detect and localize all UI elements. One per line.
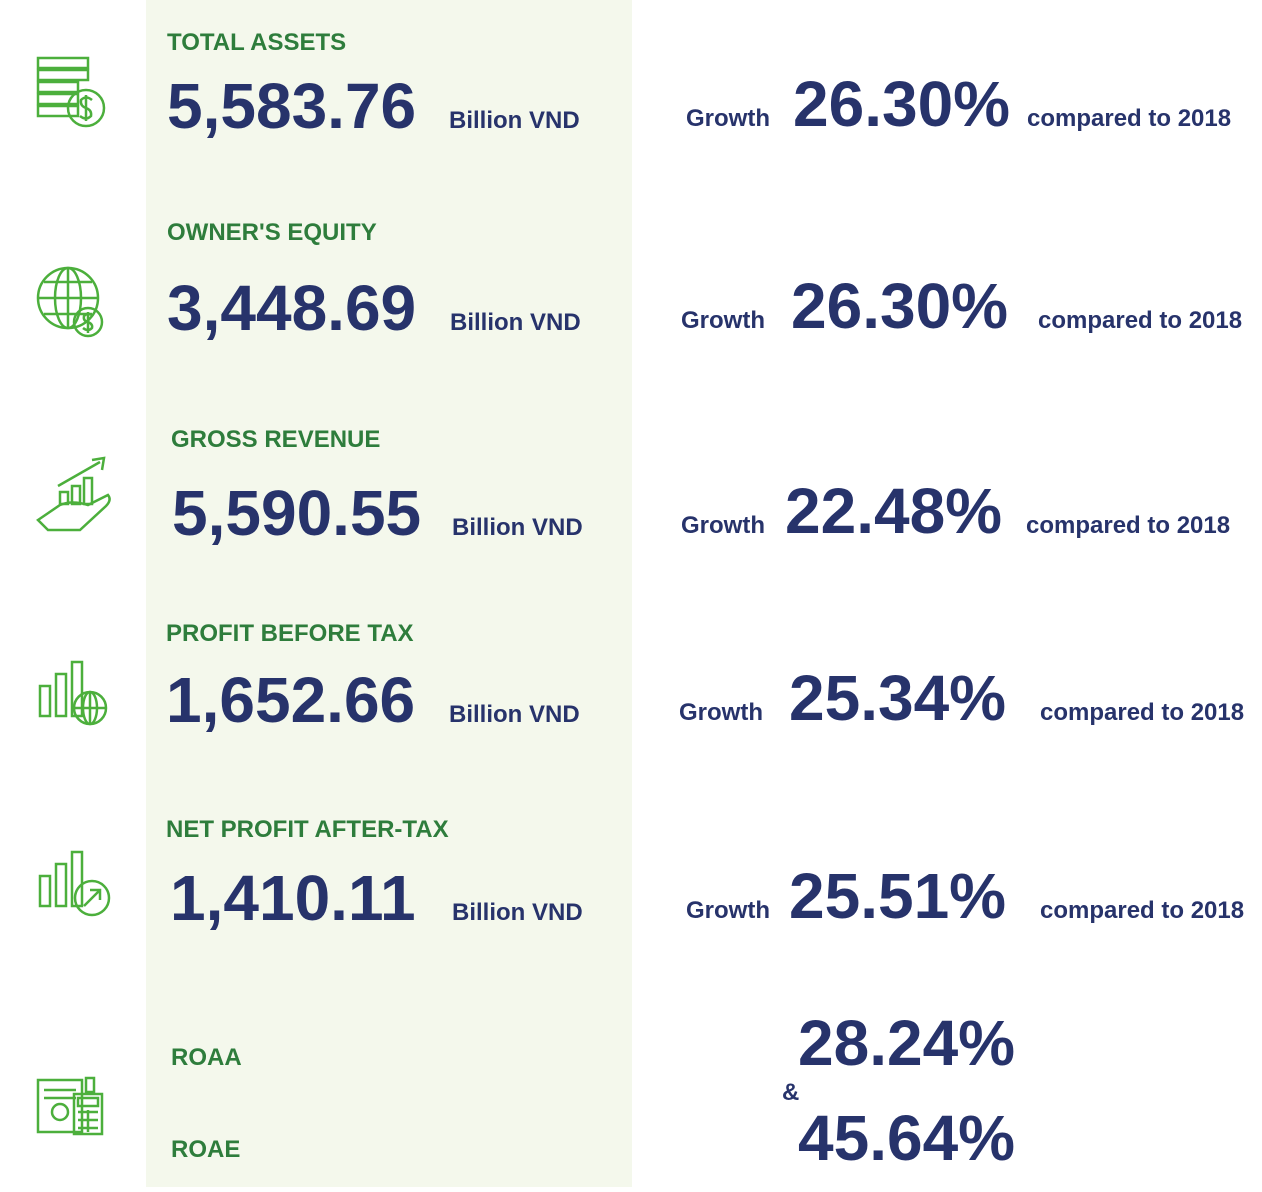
roae-label: ROAE xyxy=(171,1136,240,1163)
roaa-label: ROAA xyxy=(171,1044,242,1071)
icon-equity xyxy=(36,266,104,338)
metric-value: 1,410.11 xyxy=(170,862,416,934)
growth-word: Growth xyxy=(686,105,770,132)
growth-word: Growth xyxy=(686,897,770,924)
metric-value: 5,583.76 xyxy=(167,70,416,142)
metric-label: PROFIT BEFORE TAX xyxy=(166,620,414,647)
growth-word: Growth xyxy=(679,699,763,726)
metric-label: GROSS REVENUE xyxy=(171,426,380,453)
compared-text: compared to 2018 xyxy=(1040,699,1244,726)
metric-value: 3,448.69 xyxy=(167,272,416,344)
icon-revenue xyxy=(36,456,111,532)
compared-text: compared to 2018 xyxy=(1038,307,1242,334)
metric-unit: Billion VND xyxy=(449,107,580,134)
icon-ratios xyxy=(36,1076,104,1136)
growth-word: Growth xyxy=(681,512,765,539)
growth-value: 22.48% xyxy=(785,475,1002,547)
icon-assets xyxy=(36,56,106,128)
highlight-panel xyxy=(146,0,632,1187)
compared-text: compared to 2018 xyxy=(1026,512,1230,539)
compared-text: compared to 2018 xyxy=(1040,897,1244,924)
growth-value: 25.51% xyxy=(789,860,1006,932)
metric-label: OWNER'S EQUITY xyxy=(167,219,377,246)
metric-label: TOTAL ASSETS xyxy=(167,29,346,56)
metric-unit: Billion VND xyxy=(449,701,580,728)
metric-value: 1,652.66 xyxy=(166,664,415,736)
compared-text: compared to 2018 xyxy=(1027,105,1231,132)
growth-value: 26.30% xyxy=(793,68,1010,140)
metric-unit: Billion VND xyxy=(452,899,583,926)
metric-unit: Billion VND xyxy=(452,514,583,541)
metric-label: NET PROFIT AFTER-TAX xyxy=(166,816,449,843)
metric-value: 5,590.55 xyxy=(172,477,421,549)
icon-profit xyxy=(38,660,108,726)
metric-unit: Billion VND xyxy=(450,309,581,336)
joiner: & xyxy=(782,1079,799,1106)
growth-word: Growth xyxy=(681,307,765,334)
roaa-value: 28.24% xyxy=(798,1007,1015,1079)
roae-value: 45.64% xyxy=(798,1102,1015,1174)
growth-value: 25.34% xyxy=(789,662,1006,734)
icon-net-profit xyxy=(38,850,111,917)
growth-value: 26.30% xyxy=(791,270,1008,342)
